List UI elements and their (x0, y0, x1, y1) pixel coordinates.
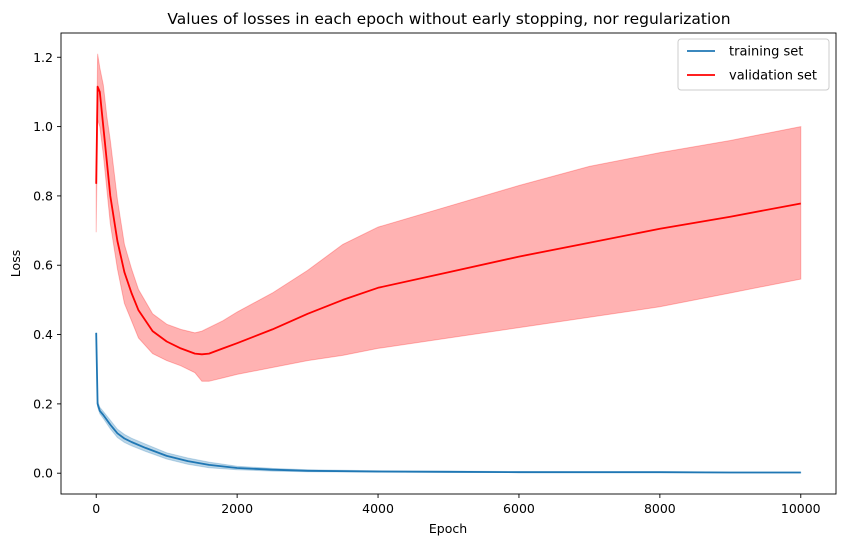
confidence-bands (95, 53, 802, 474)
legend: training set validation set (677, 38, 830, 91)
chart-title: Values of losses in each epoch without e… (167, 10, 730, 28)
legend-box (677, 38, 830, 91)
x-tick-label: 6000 (503, 501, 535, 516)
y-tick-label: 0.0 (33, 466, 53, 481)
y-axis-label: Loss (8, 250, 23, 277)
series-lines (95, 85, 801, 474)
y-tick-label: 1.0 (33, 119, 53, 134)
plot-frame (60, 32, 837, 495)
y-tick-label: 0.2 (33, 396, 53, 411)
y-tick-label: 0.4 (33, 327, 53, 342)
y-tick-label: 0.6 (33, 258, 53, 273)
legend-label-training: training set (729, 45, 803, 60)
x-tick-label: 10000 (781, 501, 821, 516)
line-validation (95, 85, 801, 356)
band-validation (95, 53, 802, 382)
y-tick-label: 0.8 (33, 188, 53, 203)
x-tick-label: 8000 (644, 501, 676, 516)
legend-label-validation: validation set (729, 69, 817, 84)
x-axis: 0 2000 4000 6000 8000 10000 (92, 494, 821, 516)
x-tick-label: 4000 (362, 501, 394, 516)
x-tick-label: 0 (92, 501, 100, 516)
y-tick-label: 1.2 (33, 50, 53, 65)
x-axis-label: Epoch (429, 521, 467, 536)
y-axis: 0.0 0.2 0.4 0.6 0.8 1.0 1.2 (33, 50, 61, 481)
line-training (95, 332, 801, 474)
x-tick-label: 2000 (221, 501, 253, 516)
